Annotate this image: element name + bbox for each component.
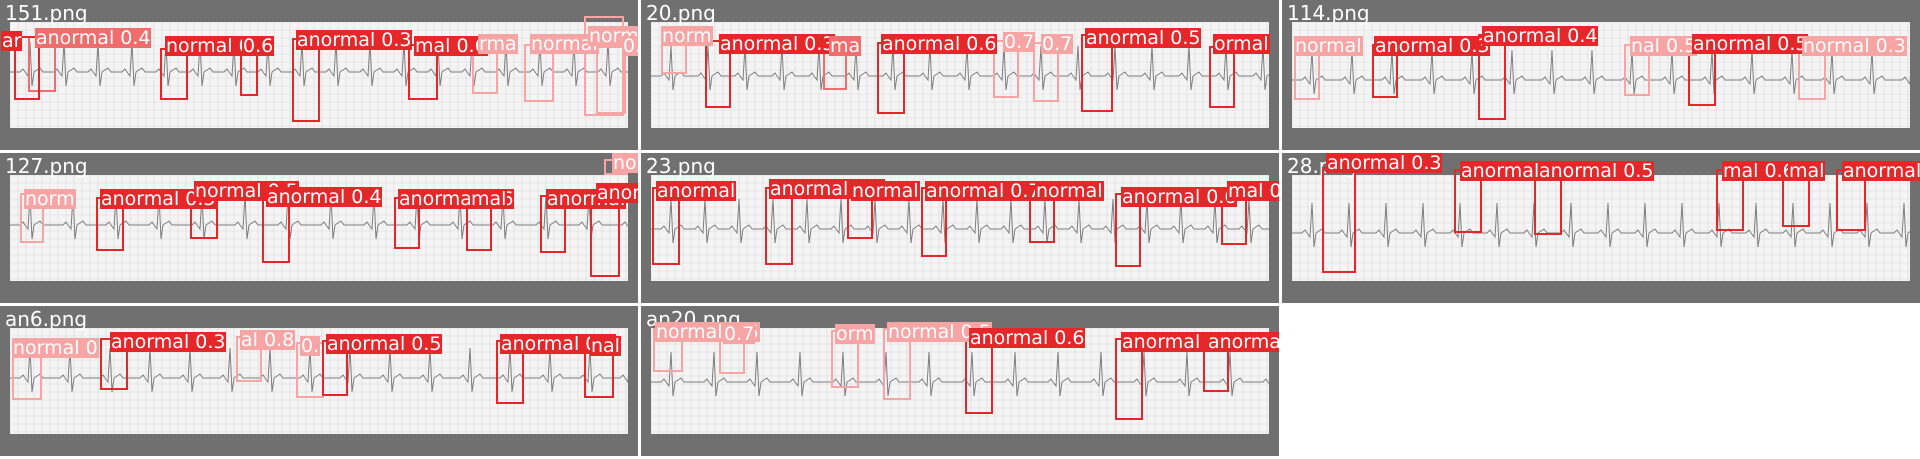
detection-label: anormal 0.6: [1121, 186, 1238, 208]
detection-label: 0.6: [242, 35, 275, 57]
detection-label: mal: [1788, 160, 1826, 182]
detection-label: anormal: [656, 180, 737, 202]
detection-label: anormal 0.3: [1374, 35, 1491, 57]
detection-label: anormal 0.4: [35, 27, 152, 49]
detection-label: mal 0.6: [414, 35, 488, 57]
detection-label: ma: [829, 35, 862, 57]
result-tile: 114.png normal anormal 0.3 anormal 0.4 nal 0…: [1282, 0, 1920, 150]
detection-label: al 0.8: [240, 329, 296, 351]
detection-label: anormal 0.7: [925, 180, 1042, 202]
result-tile: 23.png anormal anormal 0.4 normal anormal 0.…: [641, 153, 1279, 303]
detection-label: normal: [851, 180, 920, 202]
detection-label: nal: [590, 335, 621, 357]
detection-label: anormal 0.5: [1692, 33, 1809, 55]
detection-label: normal 0.5: [887, 321, 992, 343]
detection-label: 0.8: [622, 36, 638, 56]
detection-label: mal: [470, 188, 508, 210]
tile-filename: 151.png: [5, 1, 88, 25]
result-tile: 127.png norm anormal 0.5 normal 0.5 anormal …: [0, 153, 638, 303]
detection-label: normal: [1294, 35, 1363, 57]
detection-label: normal 0: [12, 337, 99, 359]
detection-label: normal: [1035, 180, 1104, 202]
detection-box: [14, 36, 40, 100]
detection-label: 0.7: [1003, 31, 1036, 53]
tile-filename: 127.png: [5, 154, 88, 178]
detection-label: anorm: [596, 183, 638, 203]
detection-label: mal 0.6: [1722, 160, 1796, 182]
detection-label: anormal 0.3: [296, 29, 413, 51]
detection-label: anormal: [1460, 160, 1541, 182]
tile-filename: an6.png: [5, 307, 88, 331]
detection-label: anormal 0.5: [1538, 160, 1655, 182]
tile-filename: 20.png: [646, 1, 716, 25]
ecg-strip: [1292, 175, 1910, 281]
detection-label: anormal 0.4: [1482, 25, 1599, 47]
detection-label: anormal 0.6: [500, 333, 617, 355]
detection-box: [584, 16, 624, 116]
result-tile: 20.png norm anormal 0.3 ma anormal 0.6 0.7 0.7…: [641, 0, 1279, 150]
detection-label: anormal 0.6: [881, 33, 998, 55]
detection-label: nal 0.5: [1630, 35, 1698, 57]
detection-box: [705, 40, 731, 108]
detection-label: normal 0.3: [1802, 35, 1907, 57]
detection-label: anormal 0.3: [719, 33, 836, 55]
detection-label: rma: [478, 33, 518, 55]
detection-box: [596, 46, 626, 114]
detection-label: anormal 0.4: [266, 186, 383, 208]
detection-label: anormal 0.3: [110, 331, 227, 353]
detection-label: ar: [1, 30, 23, 52]
detection-label: anormal 0.5: [100, 188, 217, 210]
tile-filename: 114.png: [1287, 1, 1370, 25]
detection-label: norm: [24, 188, 76, 210]
result-tile: an6.png normal 0 anormal 0.3 al 0.8 0. anorma…: [0, 306, 638, 456]
detection-label: anormal 0.5: [1207, 332, 1279, 352]
detection-box: [1209, 46, 1235, 108]
detection-label: mal 0.7: [1227, 181, 1279, 201]
result-tile: an20.png normal 0.5 0.7 orm normal 0.5 anorma…: [641, 306, 1279, 456]
detection-label: normal: [530, 33, 599, 55]
detection-label: anormal 0.6: [969, 327, 1086, 349]
detection-label: anormal 0.5: [326, 333, 443, 355]
result-tile: 151.png anormal 0.4 ar normal 0.6 0.6 anormal…: [0, 0, 638, 150]
detection-label: norm: [661, 25, 713, 47]
detection-label: anormal 0.5: [1085, 27, 1202, 49]
detection-label: 0.7: [1041, 33, 1074, 55]
detection-label: 0.7: [723, 323, 756, 345]
detection-label: normal 0.5: [612, 153, 638, 173]
detection-label: 0.: [300, 335, 321, 357]
detection-label: orm: [835, 323, 875, 345]
detection-box: [1322, 167, 1356, 273]
result-tile: 28.png anormal 0.3 anormal anormal 0.5 mal 0…: [1282, 153, 1920, 303]
detection-label: ormal: [1213, 33, 1270, 55]
detection-label: anormal 0.7: [1842, 161, 1920, 181]
tile-filename: 23.png: [646, 154, 716, 178]
detection-label: anormal 0.3: [1326, 153, 1443, 174]
